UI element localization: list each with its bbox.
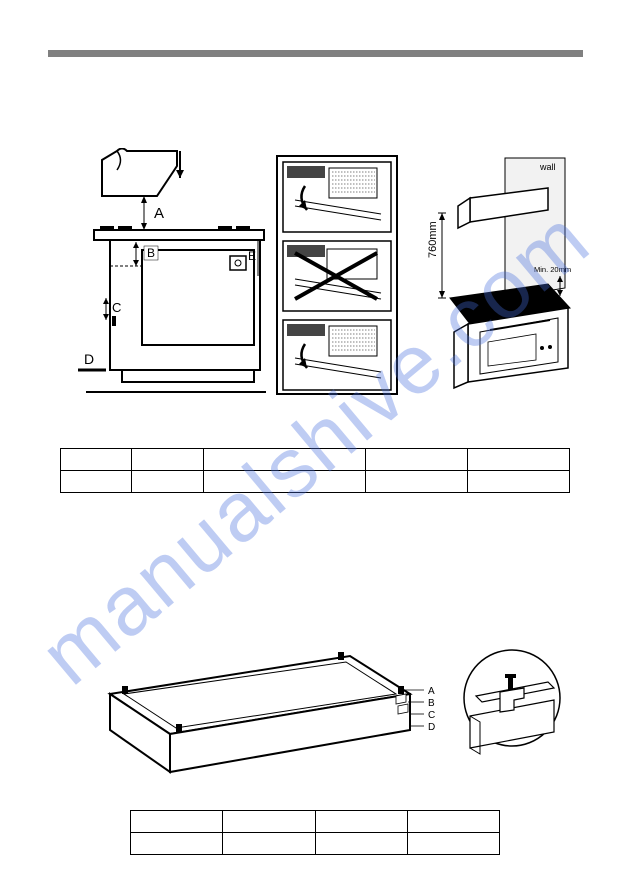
bracket-detail xyxy=(464,650,560,754)
bracket-A-label: A xyxy=(428,686,435,697)
dim-B-label: B xyxy=(147,246,155,260)
dimensions-table-2 xyxy=(130,810,500,855)
dim-A-label: A xyxy=(154,205,164,222)
installation-diagram-upper: A B xyxy=(62,148,572,408)
bracket-diagram: A B C D xyxy=(80,636,570,796)
dimensions-table-1 xyxy=(60,448,570,493)
table-row xyxy=(131,811,500,833)
vent-options xyxy=(277,156,397,394)
page: A B xyxy=(0,0,630,893)
hob-iso: A B C D xyxy=(110,652,435,772)
bracket-C-label: C xyxy=(428,710,435,721)
table-row xyxy=(61,471,570,493)
table-row xyxy=(131,833,500,855)
bracket-D-label: D xyxy=(428,722,435,733)
dim-D-label: D xyxy=(84,351,94,367)
min-gap-label: Min. 20mm xyxy=(534,265,571,274)
dim-E-label: E xyxy=(248,249,256,263)
table-row xyxy=(61,449,570,471)
bracket-B-label: B xyxy=(428,698,435,709)
wall-label: wall xyxy=(539,162,556,172)
dim-C-label: C xyxy=(112,300,121,315)
diagram1-svg: A B xyxy=(62,148,572,408)
oven-side-view: A B xyxy=(78,149,266,393)
diagram2-svg: A B C D xyxy=(80,636,570,796)
header-divider-bar xyxy=(48,50,583,57)
hood-clearance: wall 760mm Min. 20mm xyxy=(427,158,571,388)
hood-height-label: 760mm xyxy=(427,221,439,258)
